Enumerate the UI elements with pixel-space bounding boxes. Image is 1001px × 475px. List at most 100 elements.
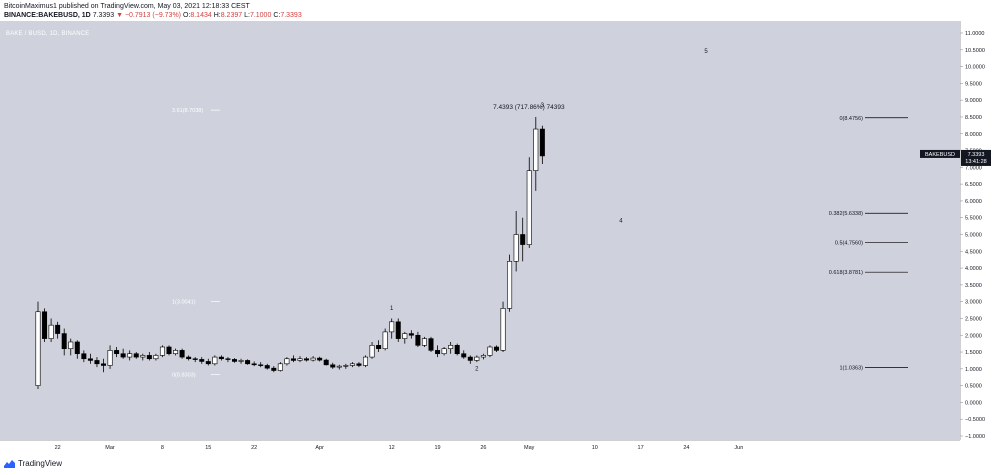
candle-up (362, 356, 368, 366)
candle-up (173, 350, 179, 355)
candle-down (264, 365, 270, 369)
candle-down (408, 333, 414, 336)
candle-down (218, 356, 224, 360)
candle-down (454, 345, 460, 355)
candle-down (376, 345, 382, 349)
time-scale[interactable] (0, 440, 960, 452)
wave-label: 3 (541, 103, 545, 109)
symbol-ohlc-line: BINANCE:BAKEBUSD, 1D 7.3393 ▼ −0.7913 (−… (4, 11, 302, 20)
candle-down (395, 321, 401, 339)
candle-down (42, 311, 48, 339)
open-value: 8.1434 (190, 12, 212, 19)
fib-level-label: 1(1.0363) (839, 366, 863, 372)
candle-down (186, 356, 192, 360)
candle-down (520, 234, 526, 245)
extension-level-label: 1(3.0041) (172, 300, 196, 306)
x-tick-label: 22 (55, 445, 61, 451)
y-tick-label: 0.0000 (965, 400, 982, 406)
x-tick-label: 10 (592, 445, 598, 451)
candle-down (493, 346, 499, 351)
candle-down (323, 359, 329, 366)
y-tick-label: 1.5000 (965, 350, 982, 356)
y-tick-label: 3.0000 (965, 300, 982, 306)
last-price-tag (961, 149, 991, 166)
candle-up (513, 234, 519, 262)
symbol-price-tag (920, 149, 960, 158)
y-tick-label: 8.5000 (965, 115, 982, 121)
candle-up (526, 170, 532, 245)
y-tick-label: −1.0000 (965, 434, 985, 440)
candle-up (212, 356, 218, 365)
chart-watermark: BAKE / BUSD, 1D, BINANCE (6, 31, 90, 37)
x-tick-label: Apr (315, 445, 324, 451)
candle-down (330, 364, 336, 368)
candle-up (480, 355, 486, 358)
candle-up (127, 353, 133, 358)
candle-down (101, 363, 107, 366)
y-tick-label: 2.0000 (965, 333, 982, 339)
low-label: L: (244, 12, 250, 19)
y-tick-label: 7.0000 (965, 165, 982, 171)
open-label: O: (182, 12, 191, 19)
candle-down (304, 358, 310, 361)
last-price: 7.3393 (92, 12, 115, 19)
candle-down (356, 363, 362, 366)
candle-up (441, 348, 447, 355)
candle-down (245, 360, 251, 365)
plot-area[interactable] (0, 21, 960, 440)
candle-up (343, 365, 349, 367)
x-tick-label: 19 (434, 445, 440, 451)
symbol-tag-label: BAKEBUSD (925, 152, 955, 158)
candle-up (297, 358, 303, 361)
candle-down (87, 358, 93, 361)
x-tick-label: 12 (389, 445, 395, 451)
y-tick-label: 3.5000 (965, 283, 982, 289)
candle-down (258, 364, 264, 366)
candle-down (317, 357, 323, 361)
price-scale[interactable] (960, 21, 1001, 440)
y-tick-label: 6.5000 (965, 182, 982, 188)
candle-down (271, 367, 277, 371)
extension-level-label: 0(0.8303) (172, 373, 196, 379)
y-tick-label: 0.5000 (965, 384, 982, 390)
candle-up (500, 308, 506, 351)
x-tick-label: 24 (683, 445, 689, 451)
extension-level-label: 3.61(8.7038) (172, 108, 203, 114)
down-arrow-icon: ▼ (116, 12, 123, 19)
wave-label: 5 (704, 49, 708, 55)
candle-up (310, 357, 316, 361)
x-tick-label: 8 (161, 445, 164, 451)
fib-level-label: 0.5(4.7560) (835, 241, 863, 247)
candle-down (81, 353, 87, 360)
candle-up (402, 333, 408, 339)
candle-up (35, 311, 41, 386)
candle-up (68, 341, 74, 349)
low-value: 7.1000 (249, 12, 272, 19)
y-tick-label: 10.0000 (965, 65, 985, 71)
x-tick-label: 26 (480, 445, 486, 451)
candle-up (474, 356, 480, 361)
publisher-line: BitcoinMaximus1 published on TradingView… (4, 3, 250, 10)
move-annotation: 7.4393 (717.86%) 74393 (493, 104, 565, 111)
candle-down (166, 346, 172, 355)
y-tick-label: 11.0000 (965, 31, 984, 37)
x-tick-label: Mar (105, 445, 115, 451)
y-tick-label: 5.5000 (965, 216, 982, 222)
x-tick-label: 17 (638, 445, 644, 451)
candle-down (55, 324, 61, 334)
fib-level-label: 0.618(3.8781) (829, 270, 863, 276)
high-value: 8.2397 (220, 12, 243, 19)
candle-down (415, 334, 421, 346)
candle-up (48, 324, 54, 339)
candle-down (435, 350, 441, 355)
y-tick-label: 2.5000 (965, 316, 982, 322)
x-tick-label: May (524, 445, 535, 451)
close-value: 7.3393 (280, 12, 302, 19)
candle-down (74, 341, 80, 355)
candle-up (369, 345, 375, 358)
wave-label: 4 (619, 219, 623, 225)
candle-down (61, 333, 67, 349)
candle-up (153, 355, 159, 360)
high-label: H: (213, 12, 221, 19)
